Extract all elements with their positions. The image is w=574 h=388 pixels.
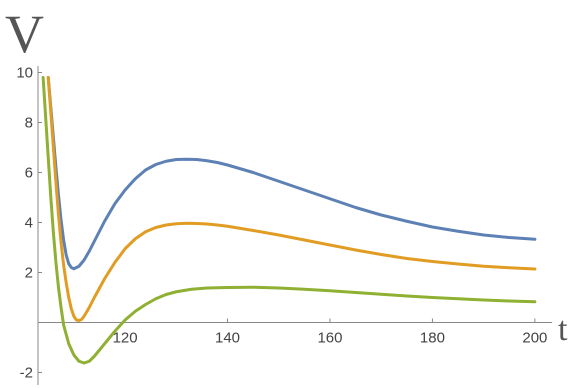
y-tick-label: 8 (25, 115, 33, 132)
series-line-3 (41, 76, 537, 365)
x-axis-title: t (558, 311, 568, 348)
y-tick-label: 10 (16, 65, 33, 82)
x-tick-label: 160 (317, 330, 342, 347)
series-group (41, 76, 537, 365)
y-tick-label: 6 (25, 165, 33, 182)
series-line-2 (46, 76, 537, 322)
x-ticks: 120 140 160 180 200 (113, 318, 547, 347)
series-line-1 (46, 76, 537, 271)
x-tick-label: 180 (420, 330, 445, 347)
y-ticks: -2 2 4 6 8 10 (16, 65, 42, 382)
x-tick-label: 120 (113, 330, 138, 347)
y-tick-label: 2 (25, 265, 33, 282)
y-tick-label: -2 (20, 365, 33, 382)
y-tick-label: 4 (25, 215, 33, 232)
x-tick-label: 140 (215, 330, 240, 347)
x-tick-label: 200 (522, 330, 547, 347)
y-axis-title: V (5, 4, 44, 64)
